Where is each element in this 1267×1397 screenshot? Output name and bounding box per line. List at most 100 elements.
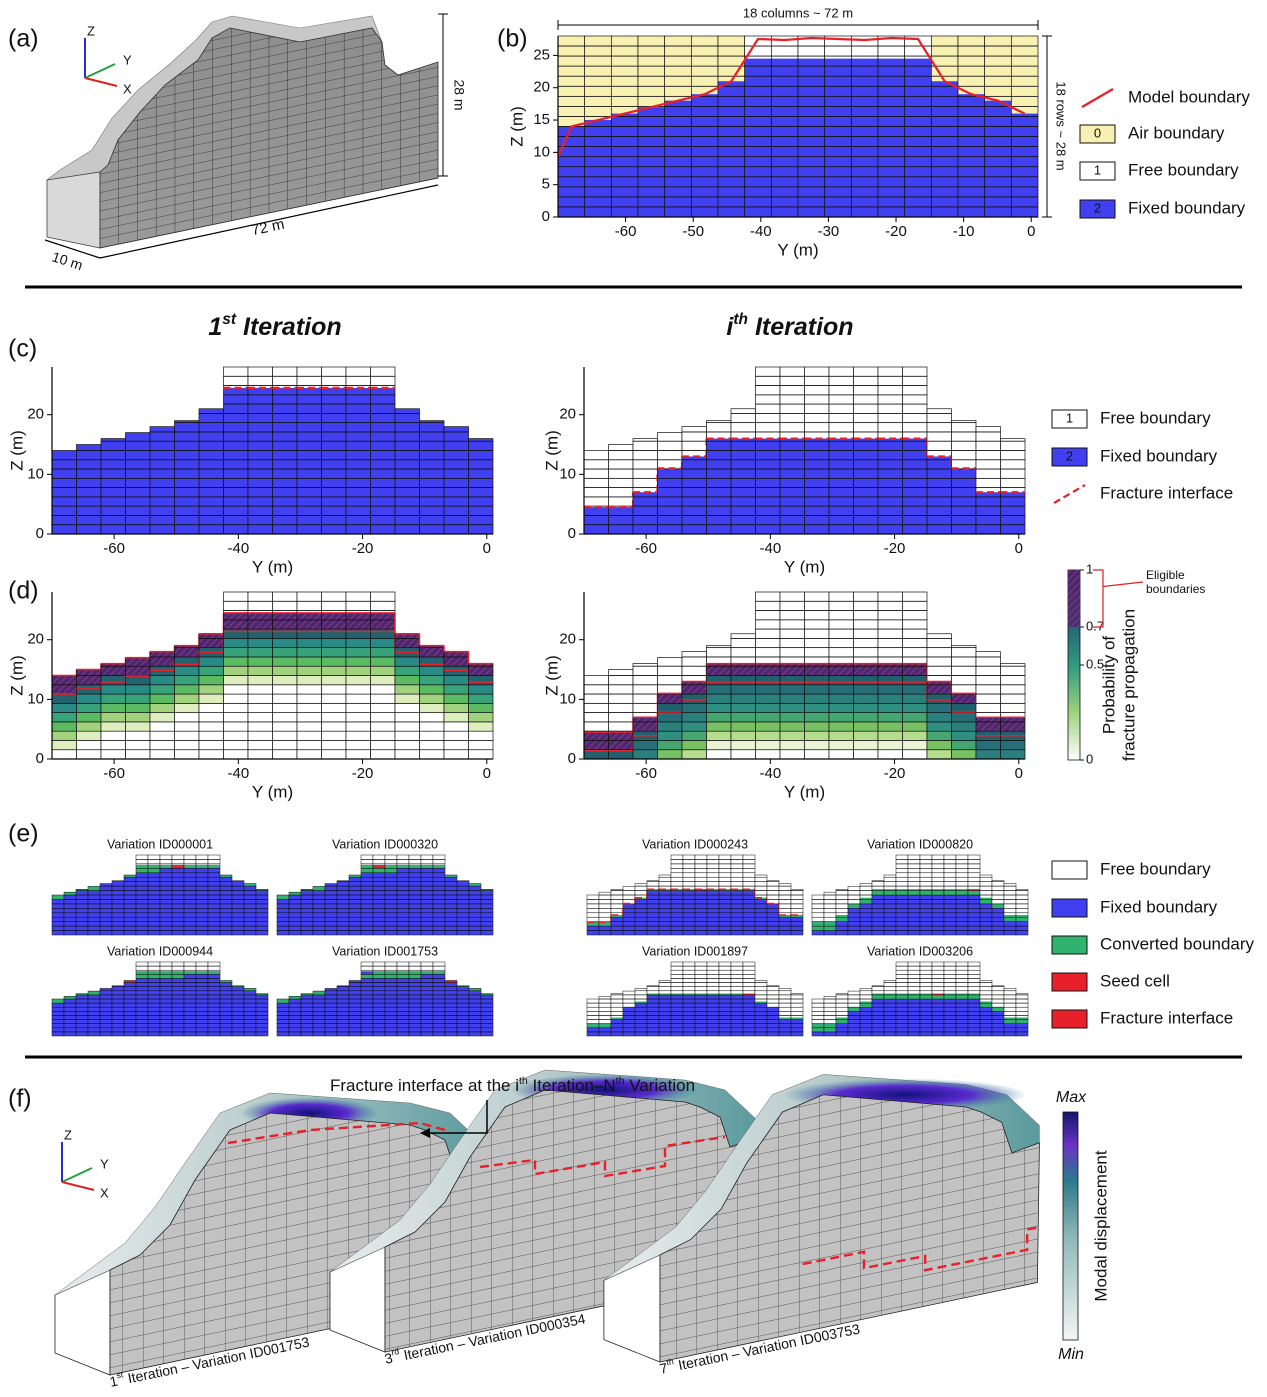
free-cells <box>1016 889 1028 915</box>
cell <box>224 657 249 666</box>
fixed-cells <box>851 59 878 217</box>
cell <box>77 694 102 703</box>
cell <box>248 713 273 722</box>
free-cells <box>671 962 683 994</box>
cell <box>956 891 968 895</box>
cell <box>805 731 830 740</box>
free-cells <box>160 962 172 971</box>
cell <box>780 676 805 685</box>
cell <box>658 750 683 759</box>
free-cells <box>980 981 992 1002</box>
legend-label: Free boundary <box>1128 160 1239 179</box>
rock-side <box>47 172 100 248</box>
free-cells <box>297 367 322 388</box>
fixed-cells <box>301 994 313 1036</box>
cell <box>878 703 903 712</box>
cell <box>346 620 371 629</box>
x-tick-label: -60 <box>103 540 125 557</box>
cell <box>199 740 224 749</box>
y-tick-label: 0 <box>568 750 576 767</box>
cell <box>444 657 469 666</box>
fixed-cells <box>337 881 349 935</box>
cell <box>346 676 371 685</box>
cell <box>136 971 148 974</box>
triad-axis <box>62 1182 94 1190</box>
fixed-cells <box>256 889 268 935</box>
cell <box>371 685 396 694</box>
cell <box>805 694 830 703</box>
free-cells <box>944 855 956 889</box>
fixed-cells <box>88 886 100 935</box>
cell <box>199 694 224 703</box>
cell <box>756 713 781 722</box>
cell <box>805 676 830 685</box>
free-cells <box>599 996 611 1024</box>
fixed-cells <box>791 1018 803 1037</box>
fixed-cells <box>481 889 493 935</box>
cell <box>829 685 854 694</box>
free-cells <box>433 962 445 971</box>
cell <box>322 703 347 712</box>
fixed-cells <box>932 889 944 935</box>
cell <box>126 740 151 749</box>
cell <box>297 613 322 620</box>
cell <box>812 926 824 930</box>
dimension-label: 72 m <box>250 216 286 239</box>
fixed-cells <box>313 886 325 935</box>
fixed-cells <box>397 971 409 1036</box>
free-cells <box>297 592 322 613</box>
cell <box>927 694 952 703</box>
fixed-cells <box>611 114 638 217</box>
fixed-cells <box>100 884 112 935</box>
cell <box>175 713 200 722</box>
fixed-cells <box>896 994 908 1036</box>
cell <box>633 740 658 749</box>
cell <box>860 899 872 903</box>
fixed-cells <box>805 439 830 534</box>
cell <box>829 703 854 712</box>
legend-label: Seed cell <box>1100 971 1170 990</box>
cell <box>52 676 77 685</box>
free-cells <box>184 855 196 865</box>
fixed-cells <box>232 881 244 935</box>
cell <box>780 703 805 712</box>
fixed-cells <box>719 994 731 1036</box>
cell <box>52 750 77 759</box>
air-cells <box>558 36 585 127</box>
fixed-cells <box>433 971 445 1036</box>
fixed-cells <box>208 865 220 935</box>
fixed-cells <box>682 456 707 534</box>
cell <box>248 722 273 731</box>
cell <box>829 731 854 740</box>
superscript: st <box>222 311 237 328</box>
fixed-cells <box>346 388 371 534</box>
cell <box>273 731 298 740</box>
x-tick-label: -60 <box>635 540 657 557</box>
legend-swatch <box>1052 861 1087 879</box>
cell <box>976 740 1001 749</box>
cell <box>896 995 908 999</box>
cell <box>184 865 196 868</box>
fixed-cells <box>373 971 385 1036</box>
free-cells <box>361 855 373 865</box>
free-cells <box>920 962 932 994</box>
cell <box>780 722 805 731</box>
fixed-cells <box>1001 492 1026 534</box>
cell <box>878 722 903 731</box>
cell <box>872 891 884 895</box>
free-cells <box>878 367 903 439</box>
cell <box>101 676 126 685</box>
legend-code: 1 <box>1066 410 1073 425</box>
fixed-cells <box>927 456 952 534</box>
cell <box>150 713 175 722</box>
triad-label: Y <box>100 1156 109 1171</box>
cell <box>836 1020 848 1024</box>
cell <box>184 971 196 974</box>
cell <box>395 657 420 666</box>
fixed-cells <box>719 889 731 935</box>
fixed-cells <box>325 884 337 935</box>
cell <box>199 685 224 694</box>
cell <box>273 620 298 629</box>
fixed-cells <box>420 421 445 534</box>
cell <box>199 722 224 731</box>
